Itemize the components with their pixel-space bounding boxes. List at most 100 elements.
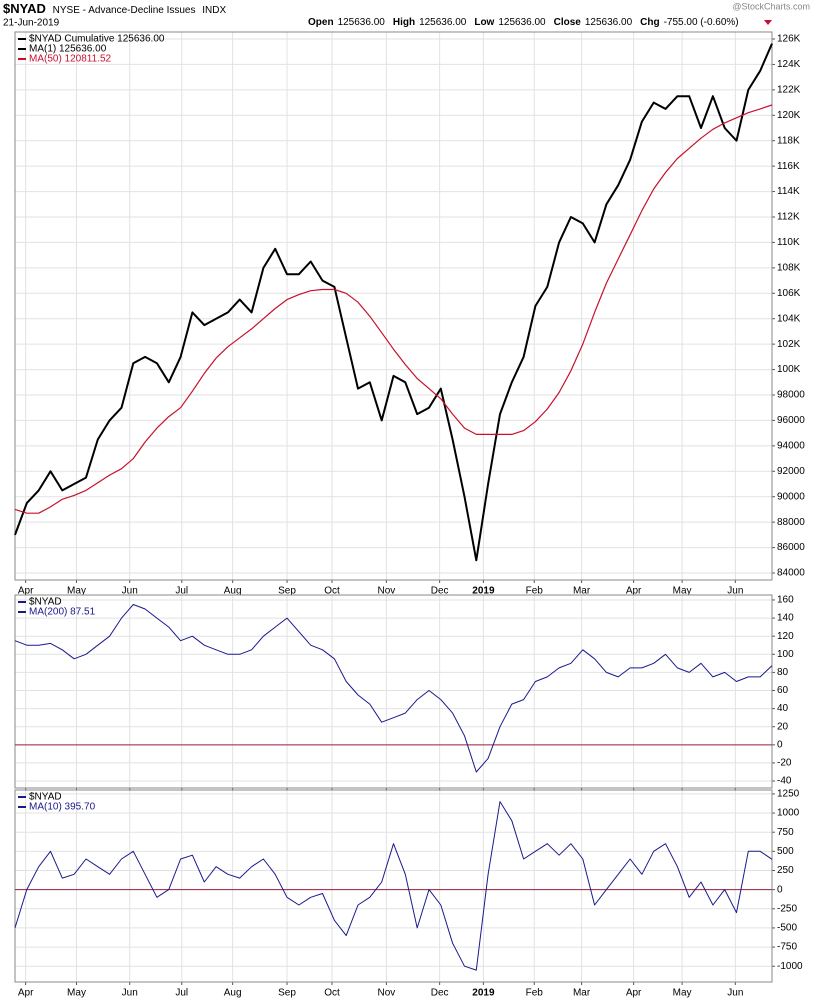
y-tick-label: 100K <box>777 364 801 375</box>
legend-subtitle: $NYAD Cumulative 125636.00 <box>29 34 165 45</box>
x-tick-label: Apr <box>18 988 34 999</box>
y-tick-label: 96000 <box>777 415 805 426</box>
ohlc-label: High <box>393 17 415 28</box>
y-tick-label: -20 <box>777 758 792 769</box>
x-tick-label: 2019 <box>472 586 495 597</box>
x-tick-label: Jul <box>175 988 188 999</box>
x-tick-label: May <box>673 988 692 999</box>
x-tick-label: Aug <box>224 988 242 999</box>
y-tick-label: 60 <box>777 685 789 696</box>
panel-frame <box>14 31 773 581</box>
x-tick-label: Dec <box>431 586 449 597</box>
ohlc-label: Close <box>554 17 582 28</box>
y-tick-label: -500 <box>777 923 797 934</box>
ohlc-value: 125636.00 <box>419 17 467 28</box>
y-tick-label: 100 <box>777 649 794 660</box>
x-tick-label: Nov <box>378 988 396 999</box>
x-tick-label: Jun <box>727 586 743 597</box>
ohlc-value: 125636.00 <box>338 17 386 28</box>
y-tick-label: 98000 <box>777 390 805 401</box>
y-tick-label: 94000 <box>777 441 805 452</box>
x-tick-label: Oct <box>324 586 340 597</box>
x-tick-label: Feb <box>526 988 544 999</box>
x-tick-label: Nov <box>378 586 396 597</box>
y-tick-label: 86000 <box>777 542 805 553</box>
x-tick-label: May <box>67 586 86 597</box>
y-tick-label: -250 <box>777 903 797 914</box>
ohlc-value: -755.00 (-0.60%) <box>664 17 739 28</box>
x-tick-label: May <box>673 586 692 597</box>
ohlc-label: Low <box>474 17 494 28</box>
exchange: INDX <box>202 5 226 16</box>
y-tick-label: 102K <box>777 339 801 350</box>
x-tick-label: Oct <box>324 988 340 999</box>
y-tick-label: 118K <box>777 135 800 146</box>
x-tick-label: Feb <box>526 586 544 597</box>
x-tick-label: Jun <box>122 988 138 999</box>
panel-frame <box>14 789 773 983</box>
x-tick-label: Jun <box>122 586 138 597</box>
x-tick-label: May <box>67 988 86 999</box>
series-line <box>14 801 773 971</box>
date: 21-Jun-2019 <box>3 18 60 29</box>
legend-entry: MA(50) 120811.52 <box>29 54 112 65</box>
y-tick-label: 0 <box>777 884 783 895</box>
y-tick-label: 750 <box>777 827 794 838</box>
ohlc-label: Open <box>308 17 334 28</box>
y-tick-label: 120K <box>777 110 801 121</box>
x-tick-label: Apr <box>18 586 34 597</box>
legend-subtitle: $NYAD <box>29 597 62 608</box>
y-tick-label: 88000 <box>777 517 805 528</box>
legend-subtitle: $NYAD <box>29 792 62 803</box>
y-tick-label: 126K <box>777 34 801 45</box>
y-tick-label: 104K <box>777 313 801 324</box>
watermark: @StockCharts.com <box>732 1 810 11</box>
change-arrow <box>764 20 772 25</box>
y-tick-label: 160 <box>777 595 794 606</box>
y-tick-label: -40 <box>777 776 792 787</box>
x-tick-label: Dec <box>431 988 449 999</box>
symbol: $NYAD <box>3 1 46 16</box>
y-tick-label: 106K <box>777 288 801 299</box>
x-tick-label: Apr <box>626 586 642 597</box>
x-tick-label: Sep <box>278 988 296 999</box>
y-tick-label: -750 <box>777 942 797 953</box>
x-tick-label: Mar <box>573 586 591 597</box>
series-line <box>14 604 773 773</box>
y-tick-label: 80 <box>777 667 789 678</box>
x-tick-label: Jul <box>175 586 188 597</box>
ohlc-label: Chg <box>640 17 659 28</box>
y-tick-label: -1000 <box>777 961 803 972</box>
y-tick-label: 112K <box>777 212 800 223</box>
y-tick-label: 250 <box>777 865 794 876</box>
y-tick-label: 122K <box>777 84 801 95</box>
y-tick-label: 0 <box>777 739 783 750</box>
instrument-name: NYSE - Advance-Decline Issues <box>53 5 196 16</box>
ohlc-value: 125636.00 <box>585 17 633 28</box>
y-tick-label: 20 <box>777 721 789 732</box>
ohlc-value: 125636.00 <box>498 17 546 28</box>
y-tick-label: 90000 <box>777 491 805 502</box>
y-tick-label: 84000 <box>777 568 805 579</box>
series-line <box>14 43 773 562</box>
x-tick-label: Mar <box>573 988 591 999</box>
panel-frame <box>14 594 773 789</box>
legend-entry: MA(200) 87.51 <box>29 607 96 618</box>
y-tick-label: 116K <box>777 161 800 172</box>
x-tick-label: 2019 <box>472 988 495 999</box>
legend-entry: MA(1) 125636.00 <box>29 44 107 55</box>
y-tick-label: 120 <box>777 631 794 642</box>
x-tick-label: Apr <box>626 988 642 999</box>
y-tick-label: 110K <box>777 237 800 248</box>
chart-header: $NYAD NYSE - Advance-Decline Issues INDX <box>3 1 227 16</box>
x-tick-label: Sep <box>278 586 296 597</box>
series-line <box>14 104 773 514</box>
legend-entry: MA(10) 395.70 <box>29 802 96 813</box>
y-tick-label: 108K <box>777 262 801 273</box>
y-tick-label: 40 <box>777 703 789 714</box>
y-tick-label: 500 <box>777 846 794 857</box>
y-tick-label: 1250 <box>777 789 800 800</box>
y-tick-label: 124K <box>777 59 801 70</box>
y-tick-label: 140 <box>777 613 794 624</box>
